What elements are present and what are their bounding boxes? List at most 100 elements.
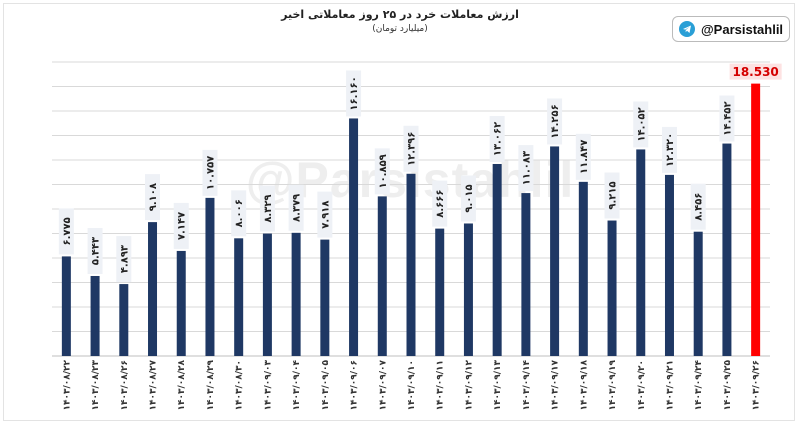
x-tick-label: ۱۴۰۳/۰۹/۲۵ [723, 360, 733, 411]
telegram-icon [679, 21, 695, 37]
bar [291, 232, 301, 356]
data-label: ۱۴.۲۵۶ [550, 104, 561, 138]
data-label-box [633, 101, 649, 148]
data-label: ۸.۳۷۹ [292, 194, 303, 222]
x-tick-label: ۱۴۰۳/۰۹/۲۴ [694, 360, 704, 411]
x-tick-label: ۱۴۰۳/۰۹/۱۰ [407, 360, 417, 411]
data-label-box [604, 172, 620, 219]
data-label: ۹.۱۰۸ [148, 183, 159, 211]
data-label-box [87, 227, 103, 274]
bar [521, 193, 531, 356]
data-label-box [346, 70, 362, 117]
data-label-box [690, 183, 706, 230]
x-tick-label: ۱۴۰۳/۰۹/۱۷ [551, 360, 561, 411]
bar [320, 239, 330, 356]
data-label-box [432, 180, 448, 227]
data-label-box [288, 184, 304, 231]
bar [751, 83, 761, 356]
data-label: ۹.۲۱۵ [608, 181, 619, 209]
x-tick-label: ۱۴۰۳/۰۹/۱۹ [608, 360, 618, 411]
bar [61, 256, 71, 356]
x-tick-label: ۱۴۰۳/۰۹/۲۰ [637, 360, 647, 411]
brand-handle: @Parsistahlil [701, 21, 784, 37]
bar [90, 275, 100, 356]
data-label-box [518, 145, 534, 192]
data-label-box [460, 175, 476, 222]
data-label: ۷.۱۴۷ [177, 212, 188, 240]
x-tick-label: ۱۴۰۳/۰۹/۲۶ [752, 360, 762, 411]
data-label-box [116, 236, 132, 283]
bar [693, 231, 703, 356]
data-label-box [231, 190, 247, 237]
data-label-box [58, 208, 74, 255]
data-label: ۱۶.۱۶۰ [349, 76, 360, 110]
data-label-box [547, 98, 563, 145]
x-tick-label: ۱۴۰۳/۰۹/۱۸ [579, 360, 589, 411]
data-label: ۸.۰۰۶ [234, 199, 245, 227]
data-label-box [729, 63, 782, 80]
data-label-box [661, 126, 677, 173]
x-tick-label: ۱۴۰۳/۰۹/۲۱ [665, 360, 675, 411]
x-tick-label: ۱۴۰۳/۰۸/۲۹ [206, 360, 216, 411]
bar [550, 146, 560, 356]
x-tick-label: ۱۴۰۳/۰۹/۰۵ [321, 360, 331, 411]
data-label-box [202, 149, 218, 196]
data-label: ۱۱.۰۸۳ [521, 151, 532, 185]
data-label-box [489, 115, 505, 162]
data-label-box [145, 174, 161, 221]
data-label-box [173, 202, 189, 249]
x-tick-label: ۱۴۰۳/۰۹/۱۳ [493, 360, 503, 411]
data-label-box [575, 133, 591, 180]
bar [435, 228, 445, 356]
bar [262, 233, 272, 356]
data-label-box [403, 125, 419, 172]
bar [148, 222, 158, 356]
data-label: ۱۰.۷۵۷ [205, 156, 216, 190]
bar [636, 149, 646, 356]
x-tick-label: ۱۴۰۳/۰۹/۱۲ [464, 360, 474, 411]
bar [463, 223, 473, 356]
bar [722, 143, 732, 356]
data-label: ۱۳.۰۶۲ [493, 122, 504, 156]
data-label: ۸.۶۶۶ [435, 190, 446, 218]
data-label-box [259, 185, 275, 232]
data-label: ۱۲.۳۹۶ [407, 132, 418, 166]
data-label: ۱۰.۸۵۹ [378, 154, 389, 188]
data-label-box [374, 148, 390, 195]
data-label: ۱۴.۰۵۲ [636, 107, 647, 141]
bar [176, 250, 186, 356]
x-tick-label: ۱۴۰۳/۰۸/۲۶ [120, 360, 130, 411]
bar [234, 238, 244, 356]
x-tick-label: ۱۴۰۳/۰۹/۱۴ [522, 360, 532, 411]
bar [607, 220, 617, 356]
data-label: ۸.۴۵۶ [694, 193, 705, 221]
data-label: ۴.۸۹۳ [119, 245, 130, 273]
bar [406, 173, 416, 356]
x-tick-label: ۱۴۰۳/۰۹/۰۶ [350, 360, 360, 411]
bar [119, 284, 129, 356]
x-tick-label: ۱۴۰۳/۰۸/۲۲ [62, 360, 72, 411]
x-tick-label: ۱۴۰۳/۰۹/۰۷ [378, 360, 388, 411]
bar [664, 174, 674, 356]
bar [349, 118, 359, 356]
chart-subtitle: (میلیارد تومان) [372, 24, 428, 34]
data-label: ۵.۴۴۳ [91, 237, 102, 265]
x-tick-label: ۱۴۰۳/۰۹/۰۳ [263, 360, 273, 411]
bar [205, 197, 215, 356]
x-tick-label: ۱۴۰۳/۰۸/۲۸ [177, 360, 187, 411]
data-label: ۸.۳۲۹ [263, 194, 274, 222]
data-label: ۱۱.۸۴۷ [579, 140, 590, 174]
data-label: ۱۴.۴۵۲ [722, 101, 733, 135]
data-label-box [719, 95, 735, 142]
chart-title: ارزش معاملات خرد در ۲۵ روز معاملاتی اخیر [281, 8, 519, 21]
x-tick-label: ۱۴۰۳/۰۸/۳۰ [235, 360, 245, 411]
data-label: ۷.۹۱۸ [320, 200, 331, 228]
data-label: 18.530 [732, 65, 778, 79]
x-tick-label: ۱۴۰۳/۰۸/۲۷ [149, 360, 159, 411]
brand-badge[interactable]: @Parsistahlil [672, 16, 790, 42]
bar [377, 196, 387, 356]
bar [492, 163, 502, 356]
data-label: ۶.۷۷۵ [62, 217, 73, 245]
data-label: ۱۲.۳۲۰ [665, 133, 676, 167]
